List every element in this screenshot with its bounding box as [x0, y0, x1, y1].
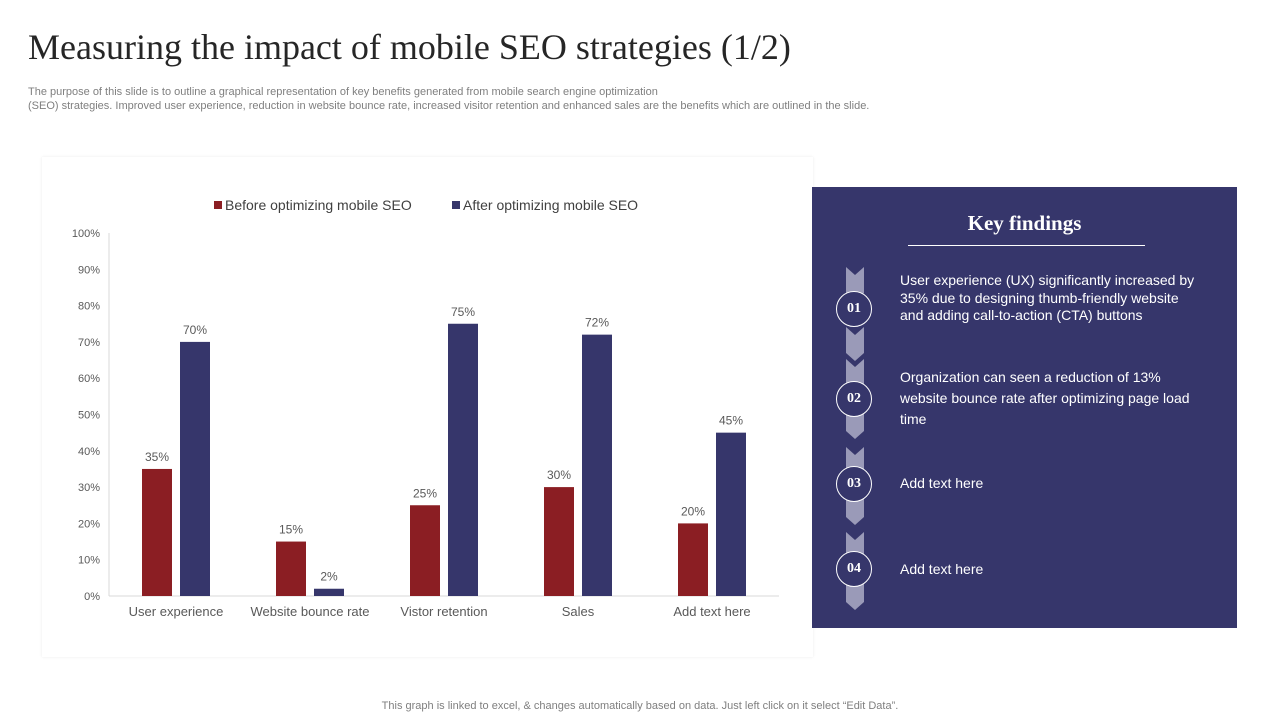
data-label: 20%	[681, 504, 705, 518]
key-findings-divider	[908, 245, 1145, 246]
x-tick-label: Vistor retention	[400, 604, 487, 619]
finding-number-badge: 03	[836, 466, 872, 502]
data-label: 72%	[585, 316, 609, 330]
key-findings-title: Key findings	[967, 211, 1082, 235]
data-label: 30%	[547, 468, 571, 482]
bar-before	[142, 468, 172, 596]
finding-number-badge: 02	[836, 381, 872, 417]
chevron-arrow-icon	[846, 327, 864, 361]
bar-before	[678, 523, 708, 596]
data-label: 15%	[279, 523, 303, 537]
y-tick-label: 50%	[78, 410, 100, 422]
y-tick-label: 80%	[78, 301, 100, 313]
bar-chart[interactable]: 0% 10% 20% 30% 40% 50% 60% 70% 80% 90% 100% 35% 70% U…	[42, 157, 813, 657]
bar-before	[544, 487, 574, 596]
y-tick-label: 70%	[78, 337, 100, 349]
data-label: 45%	[719, 414, 743, 428]
finding-text: User experience (UX) significantly incre…	[900, 272, 1195, 323]
footer-note: This graph is linked to excel, & changes…	[381, 700, 899, 712]
legend-label: After optimizing mobile SEO	[463, 197, 638, 213]
legend-swatch-after	[452, 201, 460, 209]
data-label: 2%	[320, 570, 338, 584]
key-findings-panel: Key findings 01 User experience (UX) sig…	[812, 187, 1237, 628]
finding-text: Add text here	[900, 561, 984, 577]
page-subtitle: The purpose of this slide is to outline …	[28, 85, 988, 113]
y-tick-label: 0%	[84, 591, 100, 603]
x-tick-label: Add text here	[673, 604, 750, 619]
bar-chart-card[interactable]: 0% 10% 20% 30% 40% 50% 60% 70% 80% 90% 100% 35% 70% U…	[42, 157, 813, 657]
data-label: 35%	[145, 450, 169, 464]
data-label: 70%	[183, 323, 207, 337]
bar-after	[716, 432, 746, 596]
x-tick-label: User experience	[129, 604, 224, 619]
finding-number-badge: 01	[836, 291, 872, 327]
subtitle-line-2: (SEO) strategies. Improved user experien…	[28, 100, 870, 112]
bar-before	[410, 505, 440, 596]
bar-after	[314, 588, 344, 596]
x-tick-label: Sales	[562, 604, 595, 619]
page-title: Measuring the impact of mobile SEO strat…	[28, 27, 791, 67]
bar-after	[448, 323, 478, 596]
finding-text: Organization can seen a reduction of 13%…	[900, 369, 1190, 427]
data-label: 75%	[451, 305, 475, 319]
y-tick-label: 10%	[78, 555, 100, 567]
bar-after	[180, 341, 210, 596]
bar-before	[276, 541, 306, 596]
subtitle-line-1: The purpose of this slide is to outline …	[28, 86, 658, 98]
finding-number-badge: 04	[836, 551, 872, 587]
y-tick-label: 60%	[78, 373, 100, 385]
y-tick-label: 90%	[78, 264, 100, 276]
y-tick-label: 20%	[78, 518, 100, 530]
bar-after	[582, 334, 612, 596]
legend-swatch-before	[214, 201, 222, 209]
y-tick-label: 30%	[78, 482, 100, 494]
finding-text: Add text here	[900, 475, 984, 491]
y-tick-label: 40%	[78, 446, 100, 458]
legend-label: Before optimizing mobile SEO	[225, 197, 412, 213]
data-label: 25%	[413, 486, 437, 500]
y-tick-label: 100%	[72, 228, 100, 240]
x-tick-label: Website bounce rate	[251, 604, 370, 619]
